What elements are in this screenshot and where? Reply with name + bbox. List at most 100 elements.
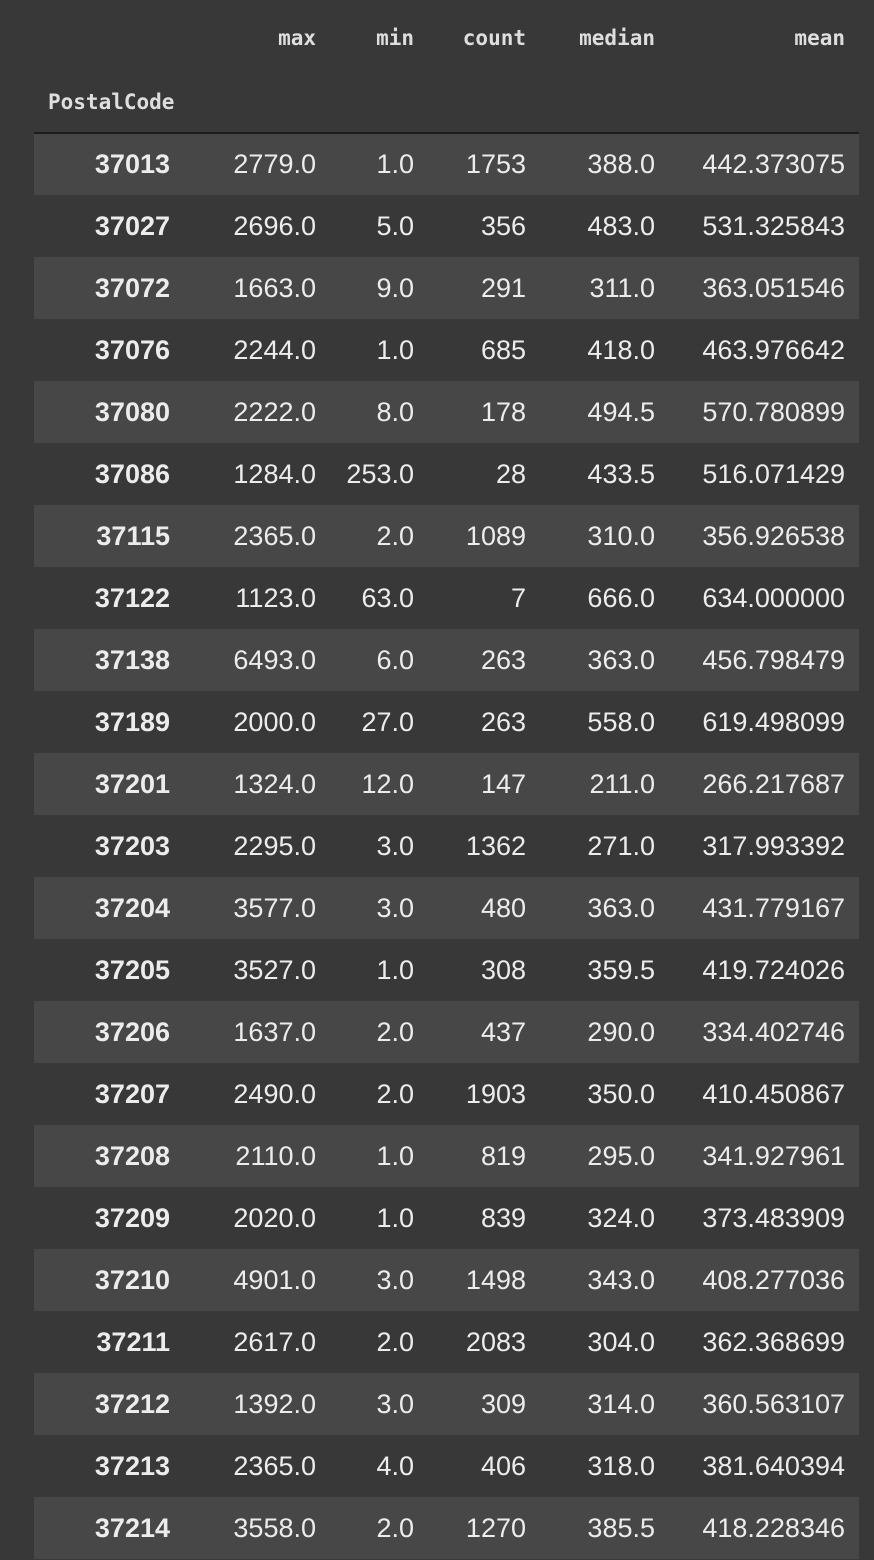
table-row: 37204 3577.0 3.0 480 363.0 431.779167	[34, 877, 859, 939]
cell-median: 388.0	[587, 149, 655, 179]
cell-mean: 317.993392	[702, 830, 845, 861]
cell-mean: 356.926538	[702, 520, 845, 551]
column-header-median: median	[579, 26, 655, 50]
cell-min: 1.0	[376, 1140, 414, 1171]
table-row: 37201 1324.0 12.0 147 211.0 266.217687	[34, 753, 859, 815]
cell-median: 343.0	[587, 1264, 655, 1295]
row-index-cell: 37027	[94, 210, 170, 241]
column-header-min: min	[376, 26, 414, 50]
table-row: 37208 2110.0 1.0 819 295.0 341.927961	[34, 1125, 859, 1187]
cell-count: 480	[480, 892, 526, 923]
cell-mean: 418.228346	[702, 1512, 845, 1543]
row-index-cell: 37122	[94, 582, 170, 613]
cell-max: 6493.0	[233, 644, 316, 675]
cell-median: 363.0	[587, 892, 655, 923]
cell-min: 3.0	[376, 830, 414, 861]
row-index-cell: 37072	[94, 272, 170, 303]
cell-median: 324.0	[587, 1202, 655, 1233]
row-index-cell: 37080	[94, 396, 170, 427]
table-body: 37013 2779.0 1.0 1753 388.0 442.373075 37027 26…	[34, 133, 859, 1559]
cell-mean: 334.402746	[702, 1016, 845, 1047]
row-index-cell: 37211	[96, 1326, 170, 1357]
row-index-cell: 37203	[94, 830, 170, 861]
cell-max: 1392.0	[233, 1388, 316, 1419]
cell-count: 263	[480, 706, 526, 737]
dataframe-output: max min count median mean PostalCode 370…	[34, 0, 859, 1559]
table-row: 37212 1392.0 3.0 309 314.0 360.563107	[34, 1373, 859, 1435]
cell-max: 2295.0	[233, 830, 316, 861]
row-index-cell: 37205	[94, 954, 170, 985]
cell-mean: 419.724026	[702, 954, 845, 985]
cell-count: 291	[480, 272, 526, 303]
cell-max: 1324.0	[233, 768, 316, 799]
table-row: 37207 2490.0 2.0 1903 350.0 410.450867	[34, 1063, 859, 1125]
row-index-cell: 37213	[94, 1450, 170, 1481]
table-row: 37138 6493.0 6.0 263 363.0 456.798479	[34, 629, 859, 691]
cell-mean: 373.483909	[702, 1202, 845, 1233]
cell-max: 3527.0	[233, 954, 316, 985]
cell-min: 2.0	[376, 1326, 414, 1357]
cell-count: 1362	[465, 830, 526, 861]
row-index-cell: 37076	[94, 334, 170, 365]
cell-max: 3558.0	[233, 1512, 316, 1543]
cell-max: 2244.0	[233, 334, 316, 365]
cell-count: 2083	[465, 1326, 526, 1357]
cell-median: 290.0	[587, 1016, 655, 1047]
cell-median: 314.0	[587, 1388, 655, 1419]
row-index-cell: 37206	[94, 1016, 170, 1047]
row-index-cell: 37189	[94, 706, 170, 737]
cell-max: 4901.0	[233, 1264, 316, 1295]
cell-count: 356	[480, 210, 526, 241]
cell-max: 1637.0	[233, 1016, 316, 1047]
cell-mean: 408.277036	[702, 1264, 845, 1295]
row-index-cell: 37209	[94, 1202, 170, 1233]
cell-max: 2222.0	[233, 396, 316, 427]
cell-min: 3.0	[376, 892, 414, 923]
cell-max: 2779.0	[233, 149, 316, 179]
cell-count: 1270	[465, 1512, 526, 1543]
column-header-max: max	[278, 26, 316, 50]
cell-count: 685	[480, 334, 526, 365]
cell-max: 2490.0	[233, 1078, 316, 1109]
cell-min: 1.0	[376, 954, 414, 985]
cell-min: 2.0	[376, 1016, 414, 1047]
cell-max: 2365.0	[233, 1450, 316, 1481]
cell-mean: 570.780899	[702, 396, 845, 427]
table-row: 37122 1123.0 63.0 7 666.0 634.000000	[34, 567, 859, 629]
cell-median: 494.5	[587, 396, 655, 427]
cell-min: 3.0	[376, 1388, 414, 1419]
cell-max: 2000.0	[233, 706, 316, 737]
cell-max: 2110.0	[235, 1140, 316, 1171]
cell-count: 437	[480, 1016, 526, 1047]
cell-median: 310.0	[587, 520, 655, 551]
cell-min: 2.0	[376, 1512, 414, 1543]
cell-count: 1089	[465, 520, 526, 551]
cell-count: 839	[480, 1202, 526, 1233]
table-row: 37213 2365.0 4.0 406 318.0 381.640394	[34, 1435, 859, 1497]
cell-median: 483.0	[587, 210, 655, 241]
cell-mean: 442.373075	[702, 149, 845, 179]
cell-mean: 341.927961	[702, 1140, 845, 1171]
cell-median: 350.0	[587, 1078, 655, 1109]
cell-count: 1753	[465, 149, 526, 179]
cell-mean: 619.498099	[702, 706, 845, 737]
cell-count: 406	[480, 1450, 526, 1481]
column-header-count: count	[462, 26, 526, 50]
cell-min: 2.0	[376, 1078, 414, 1109]
table-row: 37086 1284.0 253.0 28 433.5 516.071429	[34, 443, 859, 505]
table-row: 37214 3558.0 2.0 1270 385.5 418.228346	[34, 1497, 859, 1559]
cell-count: 1903	[465, 1078, 526, 1109]
row-index-cell: 37214	[94, 1512, 170, 1543]
cell-min: 253.0	[346, 458, 414, 489]
cell-median: 211.0	[589, 768, 655, 799]
cell-median: 558.0	[587, 706, 655, 737]
cell-max: 1284.0	[233, 458, 316, 489]
index-name-row: PostalCode	[34, 62, 859, 134]
table-row: 37013 2779.0 1.0 1753 388.0 442.373075	[34, 133, 859, 195]
table-row: 37203 2295.0 3.0 1362 271.0 317.993392	[34, 815, 859, 877]
cell-max: 3577.0	[233, 892, 316, 923]
cell-median: 271.0	[587, 830, 655, 861]
cell-median: 363.0	[587, 644, 655, 675]
row-index-cell: 37210	[94, 1264, 170, 1295]
cell-mean: 516.071429	[702, 458, 845, 489]
